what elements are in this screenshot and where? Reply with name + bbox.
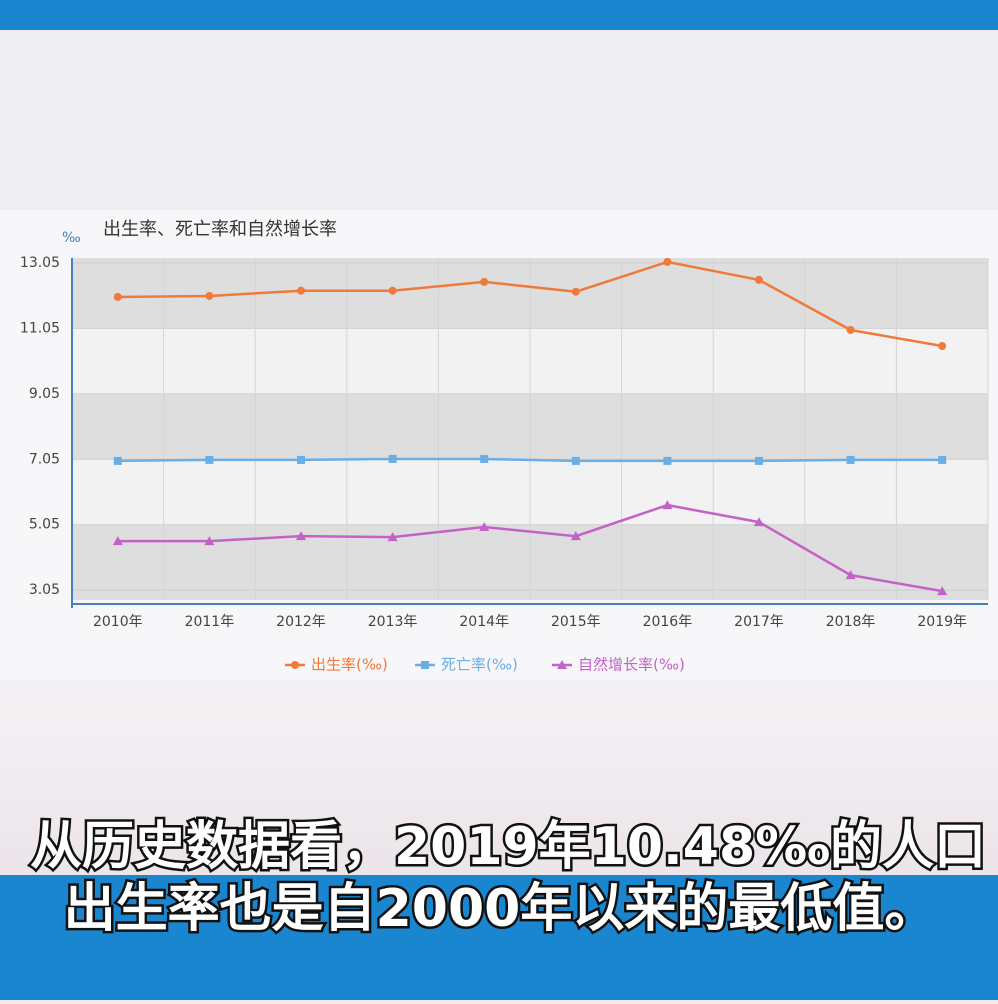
point: [557, 660, 567, 669]
point: [663, 257, 672, 266]
chart-title: 出生率、死亡率和自然增长率: [103, 219, 337, 240]
point: [663, 456, 672, 465]
x-tick-label: 2018年: [826, 614, 876, 630]
y-tick-label: 3.05: [29, 582, 60, 598]
x-tick-label: 2010年: [93, 614, 143, 630]
series-line: [117, 457, 943, 463]
point: [846, 326, 855, 334]
point: [755, 275, 763, 284]
point: [388, 286, 397, 295]
legend-label: 自然增长率(‰): [578, 656, 685, 674]
caption-line: 出生率也是自2000年以来的最低值。: [64, 879, 937, 939]
point: [845, 570, 856, 580]
point: [388, 454, 397, 463]
y-tick-label: 11.05: [20, 320, 60, 336]
x-tick-label: 2016年: [643, 614, 693, 630]
point: [570, 531, 581, 541]
point: [755, 456, 763, 465]
y-tick-label: 9.05: [29, 386, 60, 402]
point: [662, 500, 673, 510]
point: [937, 586, 948, 596]
x-tick-label: 2014年: [459, 614, 509, 630]
bottom-band: [0, 875, 998, 1000]
top-band: [0, 0, 998, 30]
point: [204, 536, 215, 546]
point: [754, 517, 764, 527]
series-line: [117, 503, 943, 593]
y-tick-label: 13.05: [20, 255, 60, 271]
x-tick-label: 2015年: [551, 614, 601, 630]
plot: 3.05 5.05 7.05 9.05 11.05 13.05 2010年 2011年 2012…: [20, 255, 989, 674]
x-tick-label: 2013年: [368, 614, 418, 630]
y-unit: ‰: [62, 230, 81, 246]
point: [113, 292, 122, 301]
point: [205, 291, 214, 300]
point: [938, 342, 947, 351]
point: [421, 661, 429, 669]
legend-label: 出生率(‰): [311, 656, 388, 674]
point: [480, 277, 489, 286]
x-tick-label: 2017年: [734, 614, 784, 630]
point: [479, 522, 490, 532]
x-tick-label: 2011年: [185, 614, 235, 630]
series-line: [117, 260, 943, 348]
point: [296, 531, 306, 541]
point: [387, 532, 398, 542]
y-tick-label: 5.05: [29, 517, 60, 533]
point: [480, 454, 489, 463]
point: [291, 661, 299, 669]
point: [571, 456, 580, 465]
y-tick-label: 7.05: [29, 451, 60, 467]
point: [112, 536, 123, 546]
caption-line: 从历史数据看，2019年10.48‰的人口: [30, 817, 986, 877]
point: [938, 455, 947, 464]
point: [205, 455, 214, 464]
point: [297, 286, 305, 295]
x-tick-label: 2012年: [276, 614, 326, 630]
legend-label: 死亡率(‰): [441, 656, 518, 674]
point: [846, 455, 855, 464]
point: [571, 287, 580, 296]
point: [113, 456, 122, 465]
x-tick-label: 2019年: [917, 614, 967, 630]
point: [297, 455, 305, 464]
